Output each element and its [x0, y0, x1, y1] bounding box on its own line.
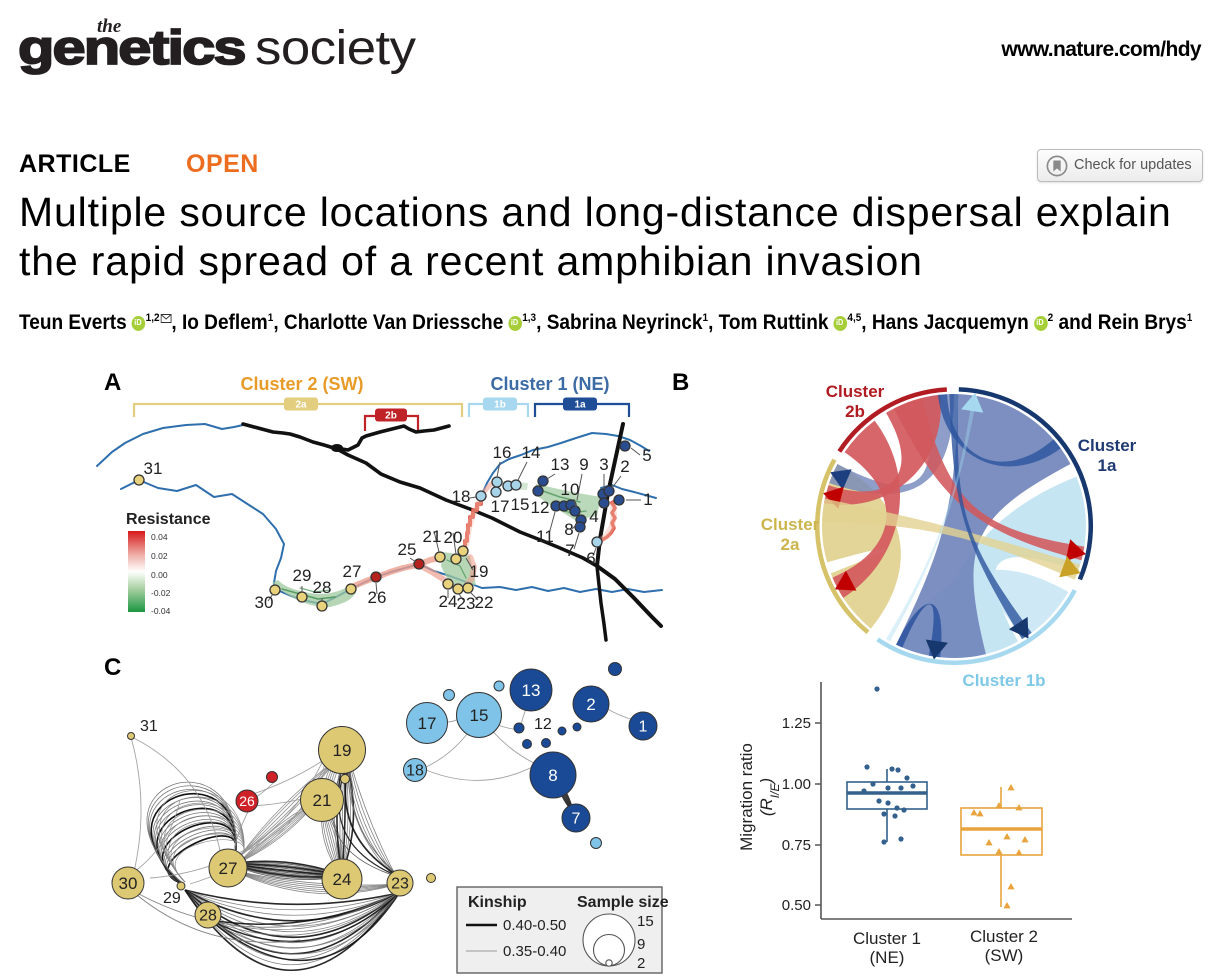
- svg-text:16: 16: [493, 443, 512, 462]
- svg-text:8: 8: [548, 766, 557, 785]
- svg-text:0.50: 0.50: [782, 897, 811, 914]
- svg-text:24: 24: [333, 870, 352, 889]
- svg-text:23: 23: [457, 594, 476, 613]
- svg-text:Cluster: Cluster: [761, 515, 820, 534]
- svg-text:18: 18: [406, 763, 424, 780]
- svg-text:27: 27: [219, 859, 238, 878]
- svg-text:Cluster: Cluster: [1078, 436, 1137, 455]
- svg-text:17: 17: [418, 714, 437, 733]
- svg-text:0.40-0.50: 0.40-0.50: [503, 917, 566, 934]
- svg-text:4: 4: [589, 507, 598, 526]
- svg-text:18: 18: [452, 487, 471, 506]
- svg-text:Cluster 2: Cluster 2: [970, 927, 1038, 946]
- svg-text:2b: 2b: [845, 402, 865, 421]
- svg-text:A: A: [104, 369, 121, 396]
- svg-text:7: 7: [565, 541, 574, 560]
- svg-text:2a: 2a: [295, 400, 307, 411]
- svg-text:12: 12: [534, 716, 552, 733]
- svg-text:C: C: [104, 654, 121, 681]
- svg-text:1: 1: [643, 490, 652, 509]
- svg-text:1.00: 1.00: [782, 776, 811, 793]
- svg-text:1.25: 1.25: [782, 715, 811, 732]
- svg-text:(SW): (SW): [985, 946, 1024, 965]
- svg-text:9: 9: [637, 936, 645, 953]
- svg-text:29: 29: [293, 566, 312, 585]
- svg-text:13: 13: [522, 681, 541, 700]
- svg-text:-0.02: -0.02: [151, 588, 171, 598]
- svg-text:(NE): (NE): [870, 948, 905, 967]
- svg-text:0.02: 0.02: [151, 551, 168, 561]
- svg-text:Cluster 1b: Cluster 1b: [962, 671, 1045, 690]
- svg-text:31: 31: [144, 459, 163, 478]
- svg-text:0.75: 0.75: [782, 837, 811, 854]
- svg-text:5: 5: [642, 446, 651, 465]
- svg-text:22: 22: [475, 593, 494, 612]
- svg-text:Cluster: Cluster: [826, 382, 885, 401]
- svg-text:Migration ratio: Migration ratio: [737, 743, 756, 851]
- svg-text:6: 6: [586, 549, 595, 568]
- svg-text:Resistance: Resistance: [126, 511, 211, 528]
- svg-text:25: 25: [398, 540, 417, 559]
- svg-text:24: 24: [439, 592, 458, 611]
- svg-text:19: 19: [470, 562, 489, 581]
- svg-text:28: 28: [199, 908, 217, 925]
- svg-text:Cluster 1 (NE): Cluster 1 (NE): [490, 374, 609, 394]
- svg-text:17: 17: [491, 497, 510, 516]
- svg-text:30: 30: [255, 593, 274, 612]
- svg-text:11: 11: [536, 527, 554, 546]
- svg-text:7: 7: [572, 811, 581, 828]
- svg-text:2a: 2a: [781, 535, 800, 554]
- svg-text:B: B: [672, 369, 689, 396]
- svg-text:0.00: 0.00: [151, 570, 168, 580]
- svg-text:26: 26: [239, 793, 255, 809]
- svg-text:1a: 1a: [574, 400, 586, 411]
- svg-text:Sample size: Sample size: [577, 894, 669, 911]
- svg-text:21: 21: [313, 791, 332, 810]
- svg-text:-0.04: -0.04: [151, 606, 171, 616]
- svg-text:2: 2: [637, 955, 645, 972]
- svg-text:12: 12: [531, 498, 550, 517]
- svg-text:1b: 1b: [494, 400, 506, 411]
- svg-text:1a: 1a: [1098, 456, 1117, 475]
- svg-text:2: 2: [586, 695, 595, 714]
- svg-text:9: 9: [579, 455, 588, 474]
- svg-text:3: 3: [599, 455, 608, 474]
- svg-text:8: 8: [564, 520, 573, 539]
- svg-text:1: 1: [639, 719, 648, 736]
- svg-text:0.35-0.40: 0.35-0.40: [503, 943, 566, 960]
- svg-text:15: 15: [511, 495, 530, 514]
- svg-text:19: 19: [333, 741, 352, 760]
- svg-text:15: 15: [470, 706, 489, 725]
- svg-text:14: 14: [522, 443, 541, 462]
- svg-text:Cluster 1: Cluster 1: [853, 929, 921, 948]
- svg-text:(RI/E): (RI/E): [757, 778, 782, 816]
- svg-text:0.04: 0.04: [151, 532, 168, 542]
- svg-text:28: 28: [313, 578, 332, 597]
- svg-text:31: 31: [140, 718, 158, 735]
- svg-text:26: 26: [368, 588, 387, 607]
- svg-text:27: 27: [343, 562, 362, 581]
- svg-text:Kinship: Kinship: [468, 894, 527, 911]
- svg-text:30: 30: [119, 874, 138, 893]
- svg-text:21: 21: [423, 527, 442, 546]
- svg-text:20: 20: [444, 528, 463, 547]
- svg-text:10: 10: [561, 480, 580, 499]
- svg-text:Cluster 2 (SW): Cluster 2 (SW): [240, 374, 363, 394]
- svg-text:2: 2: [620, 457, 629, 476]
- svg-text:29: 29: [163, 890, 181, 907]
- svg-text:15: 15: [637, 913, 654, 930]
- svg-text:13: 13: [551, 455, 570, 474]
- svg-text:2b: 2b: [385, 411, 397, 422]
- svg-text:23: 23: [391, 876, 409, 893]
